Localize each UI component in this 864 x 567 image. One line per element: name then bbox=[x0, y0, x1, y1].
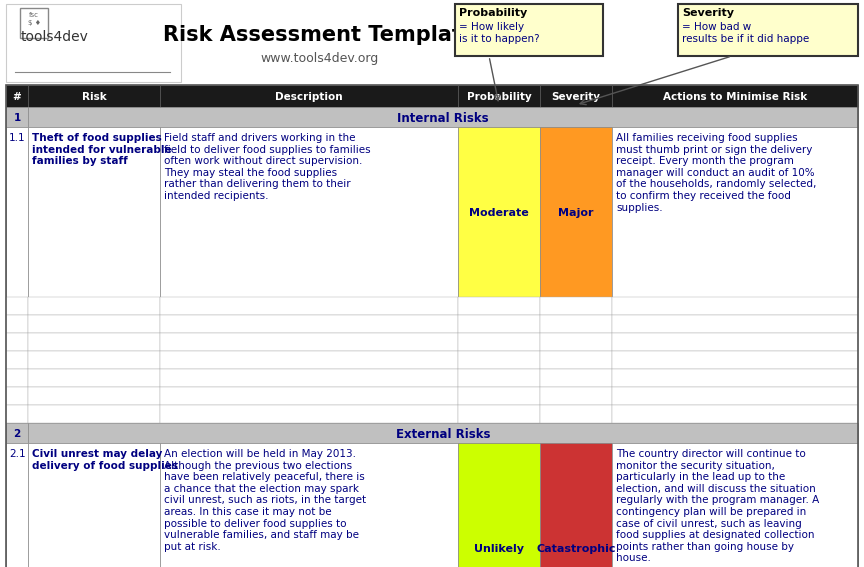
Bar bbox=[540, 85, 612, 107]
Bar bbox=[612, 405, 858, 423]
Text: Risk Assessment Template: Risk Assessment Template bbox=[163, 25, 477, 45]
Bar bbox=[28, 127, 160, 297]
Text: Severity: Severity bbox=[682, 8, 734, 18]
Bar bbox=[160, 351, 458, 369]
Bar bbox=[612, 369, 858, 387]
Bar bbox=[6, 85, 28, 107]
Bar bbox=[458, 387, 540, 405]
Text: $ ♦: $ ♦ bbox=[28, 20, 41, 26]
Bar bbox=[540, 127, 612, 297]
Bar bbox=[540, 387, 612, 405]
Text: Severity: Severity bbox=[551, 92, 600, 102]
Bar bbox=[678, 4, 858, 56]
Text: Unlikely: Unlikely bbox=[474, 544, 524, 554]
Bar bbox=[160, 405, 458, 423]
Bar bbox=[28, 351, 160, 369]
Text: Civil unrest may delay
delivery of food supplies: Civil unrest may delay delivery of food … bbox=[32, 449, 178, 471]
Bar bbox=[160, 333, 458, 351]
Bar bbox=[6, 315, 28, 333]
Text: = How bad w
results be if it did happe: = How bad w results be if it did happe bbox=[682, 22, 810, 44]
Bar bbox=[28, 315, 160, 333]
Bar bbox=[28, 297, 160, 315]
Text: fsc: fsc bbox=[29, 12, 39, 18]
Text: www.tools4dev.org: www.tools4dev.org bbox=[261, 52, 379, 65]
Bar bbox=[6, 4, 181, 82]
Bar bbox=[6, 369, 28, 387]
Text: Internal Risks: Internal Risks bbox=[397, 112, 489, 125]
Bar bbox=[612, 315, 858, 333]
Bar bbox=[160, 369, 458, 387]
Text: Actions to Minimise Risk: Actions to Minimise Risk bbox=[663, 92, 807, 102]
Bar bbox=[28, 369, 160, 387]
Text: = How likely
is it to happen?: = How likely is it to happen? bbox=[459, 22, 540, 44]
Text: Probability: Probability bbox=[459, 8, 527, 18]
Bar bbox=[540, 405, 612, 423]
Text: Probability: Probability bbox=[467, 92, 531, 102]
Bar bbox=[28, 443, 160, 567]
Text: tools4dev: tools4dev bbox=[21, 30, 89, 44]
Bar bbox=[540, 351, 612, 369]
Bar bbox=[540, 443, 612, 567]
Text: 2: 2 bbox=[13, 429, 21, 439]
Bar bbox=[6, 443, 28, 567]
Bar bbox=[612, 85, 858, 107]
Bar bbox=[160, 297, 458, 315]
Bar bbox=[160, 443, 458, 567]
Text: The country director will continue to
monitor the security situation,
particular: The country director will continue to mo… bbox=[616, 449, 819, 564]
Bar bbox=[458, 369, 540, 387]
Bar bbox=[28, 107, 858, 127]
Text: Major: Major bbox=[558, 208, 594, 218]
Bar bbox=[28, 387, 160, 405]
Text: #: # bbox=[13, 92, 22, 102]
Bar bbox=[6, 127, 28, 297]
Bar bbox=[28, 405, 160, 423]
Text: Catastrophic: Catastrophic bbox=[537, 544, 616, 554]
Text: 1.1: 1.1 bbox=[9, 133, 26, 143]
Bar bbox=[160, 127, 458, 297]
Bar bbox=[28, 333, 160, 351]
Bar bbox=[6, 387, 28, 405]
Bar bbox=[160, 387, 458, 405]
Text: Description: Description bbox=[276, 92, 343, 102]
Bar bbox=[612, 127, 858, 297]
Bar bbox=[6, 423, 28, 443]
Bar bbox=[458, 443, 540, 567]
Bar bbox=[612, 351, 858, 369]
Bar bbox=[160, 315, 458, 333]
Bar bbox=[458, 85, 540, 107]
Bar bbox=[612, 297, 858, 315]
Bar bbox=[6, 107, 28, 127]
Bar bbox=[455, 4, 603, 56]
Bar bbox=[458, 297, 540, 315]
Bar bbox=[458, 405, 540, 423]
Bar bbox=[6, 351, 28, 369]
Text: Field staff and drivers working in the
field to deliver food supplies to familie: Field staff and drivers working in the f… bbox=[164, 133, 371, 201]
Bar bbox=[540, 333, 612, 351]
Text: External Risks: External Risks bbox=[396, 428, 490, 441]
Bar bbox=[458, 127, 540, 297]
Text: Risk: Risk bbox=[81, 92, 106, 102]
Text: 2.1: 2.1 bbox=[9, 449, 26, 459]
Bar bbox=[458, 333, 540, 351]
Bar bbox=[540, 297, 612, 315]
Text: An election will be held in May 2013.
Although the previous two elections
have b: An election will be held in May 2013. Al… bbox=[164, 449, 366, 552]
Bar bbox=[28, 85, 160, 107]
Text: Moderate: Moderate bbox=[469, 208, 529, 218]
Bar bbox=[458, 351, 540, 369]
Bar bbox=[28, 423, 858, 443]
Bar bbox=[612, 333, 858, 351]
Bar bbox=[20, 8, 48, 38]
Bar bbox=[612, 443, 858, 567]
Bar bbox=[540, 315, 612, 333]
Bar bbox=[540, 369, 612, 387]
Bar bbox=[6, 297, 28, 315]
Bar bbox=[160, 85, 458, 107]
Bar bbox=[612, 387, 858, 405]
Text: 1: 1 bbox=[13, 113, 21, 123]
Bar bbox=[458, 315, 540, 333]
Text: Theft of food supplies
intended for vulnerable
families by staff: Theft of food supplies intended for vuln… bbox=[32, 133, 172, 166]
Text: All families receiving food supplies
must thumb print or sign the delivery
recei: All families receiving food supplies mus… bbox=[616, 133, 816, 213]
Bar bbox=[6, 333, 28, 351]
Bar bbox=[6, 405, 28, 423]
